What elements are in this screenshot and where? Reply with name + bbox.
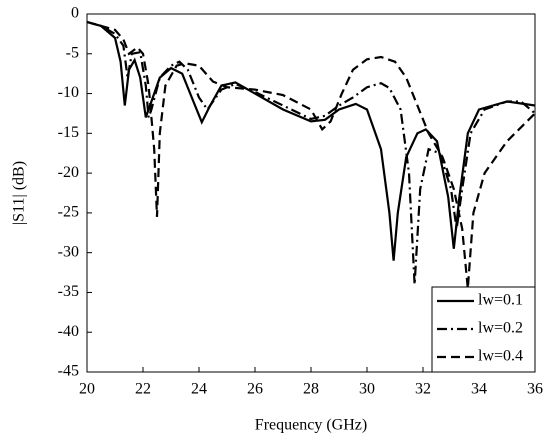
legend-label: lw=0.1 xyxy=(478,292,523,309)
y-axis-label: |S11| (dB) xyxy=(11,161,28,225)
x-tick-label: 30 xyxy=(359,381,375,398)
x-tick-label: 20 xyxy=(79,381,95,398)
y-tick-label: 0 xyxy=(71,5,79,22)
x-tick-label: 22 xyxy=(135,381,151,398)
legend-label: lw=0.4 xyxy=(478,348,523,365)
x-tick-label: 28 xyxy=(303,381,319,398)
legend-label: lw=0.2 xyxy=(478,320,523,337)
y-tick-label: -45 xyxy=(58,363,79,380)
y-tick-label: -15 xyxy=(58,124,79,141)
y-tick-label: -5 xyxy=(66,44,79,61)
x-tick-label: 34 xyxy=(471,381,487,398)
x-tick-label: 36 xyxy=(527,381,543,398)
y-tick-label: -20 xyxy=(58,164,79,181)
x-axis-label: Frequency (GHz) xyxy=(255,417,367,434)
y-tick-label: -30 xyxy=(58,243,79,260)
y-tick-label: -10 xyxy=(58,84,79,101)
series-line xyxy=(86,20,536,289)
y-tick-label: -40 xyxy=(58,323,79,340)
y-tick-label: -25 xyxy=(58,204,79,221)
y-tick-label: -35 xyxy=(58,283,79,300)
x-tick-label: 26 xyxy=(247,381,263,398)
series-line xyxy=(86,20,536,285)
series-line xyxy=(86,20,536,261)
x-tick-label: 24 xyxy=(191,381,207,398)
x-tick-label: 32 xyxy=(415,381,431,398)
